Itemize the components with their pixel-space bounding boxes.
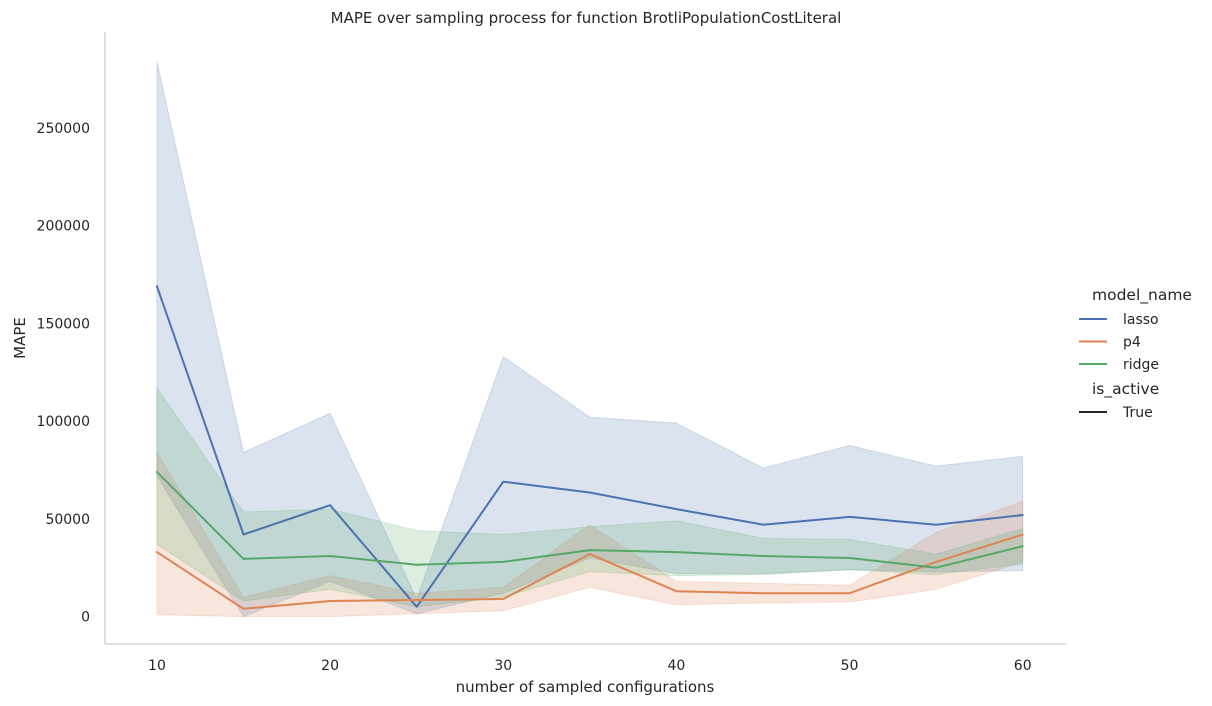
y-tick-label: 250000 — [37, 121, 90, 137]
y-tick-label: 150000 — [37, 316, 90, 332]
line-p4 — [155, 533, 1024, 610]
legend-hue-title: model_name — [1092, 286, 1192, 305]
legend-label-p4: p4 — [1123, 335, 1141, 351]
legend-style-label: True — [1122, 405, 1153, 421]
x-tick-label: 20 — [321, 658, 339, 674]
plot-area — [155, 61, 1024, 618]
x-tick-label: 50 — [841, 658, 859, 674]
legend-label-ridge: ridge — [1123, 357, 1159, 373]
y-tick-label: 200000 — [37, 219, 90, 235]
legend: model_name lasso p4 ridge is_active True — [1079, 286, 1192, 421]
y-tick-label: 0 — [81, 610, 90, 626]
ci-band-p4 — [156, 450, 1024, 618]
x-tick-label: 10 — [148, 658, 166, 674]
y-tick-label: 100000 — [37, 414, 90, 430]
legend-label-lasso: lasso — [1123, 312, 1159, 328]
x-tick-label: 40 — [667, 658, 685, 674]
line-ridge — [155, 470, 1024, 569]
legend-style-title: is_active — [1092, 380, 1159, 399]
y-tick-label: 50000 — [45, 512, 90, 528]
y-ticks: 0 50000 100000 150000 200000 250000 — [37, 121, 90, 626]
x-axis-label: number of sampled configurations — [456, 678, 715, 696]
x-tick-label: 60 — [1014, 658, 1032, 674]
x-tick-label: 30 — [494, 658, 512, 674]
line-lasso — [155, 285, 1024, 608]
x-ticks: 10 20 30 40 50 60 — [148, 658, 1032, 674]
chart-title: MAPE over sampling process for function … — [331, 9, 842, 27]
y-axis-label: MAPE — [11, 317, 29, 359]
ci-band-lasso — [156, 61, 1024, 618]
